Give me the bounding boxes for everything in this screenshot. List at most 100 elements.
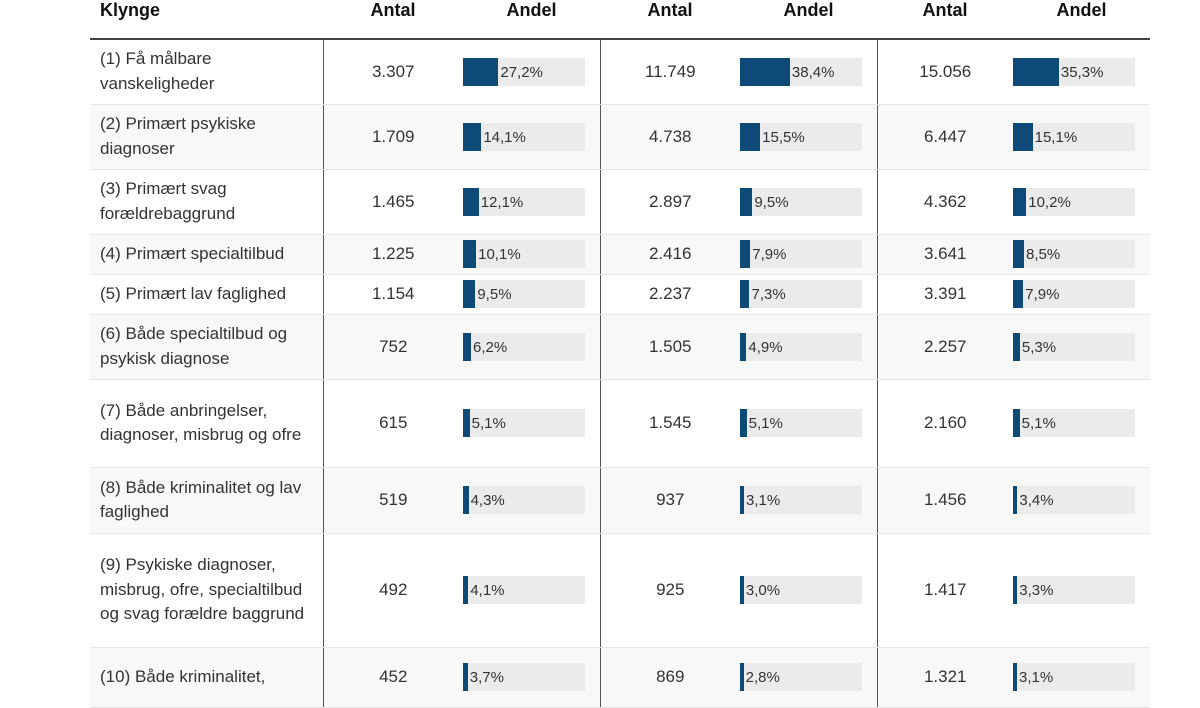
antal-value: 937 xyxy=(599,467,740,534)
andel-cell: 9,5% xyxy=(740,169,877,235)
table-row: (6) Både specialtilbud og psykisk diagno… xyxy=(90,314,1150,380)
cluster-label: (2) Primært psykiske diagnoser xyxy=(90,104,323,170)
antal-value: 3.307 xyxy=(322,39,463,105)
cluster-label: (4) Primært specialtilbud xyxy=(90,234,323,275)
andel-bar-track: 9,5% xyxy=(740,187,862,216)
andel-bar-track: 2,8% xyxy=(740,663,862,691)
andel-bar-track: 5,1% xyxy=(740,409,862,437)
antal-value: 1.154 xyxy=(322,274,463,315)
andel-label: 9,5% xyxy=(754,193,789,211)
andel-bar xyxy=(1013,576,1018,604)
table-row: (5) Primært lav faglighed 1.154 9,5% 2.237 7… xyxy=(90,274,1150,315)
andel-cell: 3,4% xyxy=(1013,467,1150,534)
andel-cell: 6,2% xyxy=(463,314,600,380)
column-header-antal: Antal xyxy=(600,0,740,40)
andel-cell: 9,5% xyxy=(463,274,600,315)
antal-value: 3.641 xyxy=(876,234,1013,275)
andel-bar-track: 10,2% xyxy=(1013,187,1135,216)
andel-bar xyxy=(740,332,747,361)
column-header-antal: Antal xyxy=(877,0,1013,40)
andel-bar-track: 3,1% xyxy=(740,486,862,514)
antal-value: 2.257 xyxy=(876,314,1013,380)
cluster-label: (5) Primært lav faglighed xyxy=(90,274,323,315)
andel-cell: 4,9% xyxy=(740,314,877,380)
andel-bar xyxy=(740,280,750,308)
andel-bar-track: 3,0% xyxy=(740,576,862,604)
andel-cell: 5,1% xyxy=(463,379,600,468)
andel-label: 38,4% xyxy=(791,63,835,81)
andel-bar xyxy=(463,332,472,361)
andel-bar xyxy=(740,240,751,268)
column-header-andel: Andel xyxy=(463,0,600,40)
andel-bar xyxy=(463,240,477,268)
andel-bar-track: 7,9% xyxy=(740,240,862,268)
antal-value: 1.709 xyxy=(322,104,463,170)
andel-cell: 3,0% xyxy=(740,533,877,648)
andel-bar xyxy=(1013,280,1024,308)
andel-label: 27,2% xyxy=(500,63,543,81)
column-header-antal: Antal xyxy=(323,0,463,40)
andel-bar-track: 4,3% xyxy=(463,486,585,514)
antal-value: 1.456 xyxy=(876,467,1013,534)
antal-value: 1.321 xyxy=(876,647,1013,708)
andel-bar-track: 6,2% xyxy=(463,332,585,361)
andel-bar-track: 35,3% xyxy=(1013,57,1135,86)
andel-cell: 8,5% xyxy=(1013,234,1150,275)
andel-cell: 5,1% xyxy=(740,379,877,468)
andel-bar xyxy=(740,57,790,86)
andel-label: 7,9% xyxy=(1025,286,1060,303)
andel-label: 15,5% xyxy=(762,128,805,146)
antal-value: 925 xyxy=(599,533,740,648)
andel-cell: 10,1% xyxy=(463,234,600,275)
andel-cell: 38,4% xyxy=(740,39,877,105)
andel-cell: 3,7% xyxy=(463,647,600,708)
andel-bar-track: 15,1% xyxy=(1013,122,1135,151)
table-row: (4) Primært specialtilbud 1.225 10,1% 2.416… xyxy=(90,234,1150,275)
andel-cell: 12,1% xyxy=(463,169,600,235)
andel-label: 3,7% xyxy=(469,669,504,686)
andel-bar xyxy=(1013,240,1025,268)
table-row: (7) Både anbringelser, diagnoser, misbru… xyxy=(90,379,1150,468)
andel-bar-track: 7,3% xyxy=(740,280,862,308)
column-header-klynge: Klynge xyxy=(90,0,323,40)
andel-bar-track: 12,1% xyxy=(463,187,585,216)
andel-cell: 5,3% xyxy=(1013,314,1150,380)
table-row: (8) Både kriminalitet og lav faglighed 51… xyxy=(90,467,1150,534)
antal-value: 1.545 xyxy=(599,379,740,468)
andel-bar xyxy=(740,486,745,514)
andel-label: 3,4% xyxy=(1019,492,1054,509)
andel-bar xyxy=(740,187,753,216)
antal-value: 4.362 xyxy=(876,169,1013,235)
cluster-label: (9) Psykiske diagnoser, misbrug, ofre, s… xyxy=(90,533,323,648)
antal-value: 615 xyxy=(322,379,463,468)
andel-bar xyxy=(463,486,469,514)
andel-bar xyxy=(463,409,470,437)
column-header-andel: Andel xyxy=(740,0,877,40)
andel-label: 3,0% xyxy=(745,582,781,599)
andel-bar xyxy=(1013,122,1033,151)
andel-bar xyxy=(463,576,469,604)
antal-value: 3.391 xyxy=(876,274,1013,315)
andel-bar xyxy=(1013,57,1059,86)
andel-cell: 7,9% xyxy=(1013,274,1150,315)
andel-label: 12,1% xyxy=(480,193,524,211)
antal-value: 519 xyxy=(322,467,463,534)
andel-label: 5,1% xyxy=(748,415,783,432)
antal-value: 4.738 xyxy=(599,104,740,170)
andel-label: 15,1% xyxy=(1034,128,1078,146)
andel-bar-track: 14,1% xyxy=(463,122,585,151)
andel-cell: 4,3% xyxy=(463,467,600,534)
andel-cell: 14,1% xyxy=(463,104,600,170)
andel-label: 4,3% xyxy=(470,492,505,509)
andel-cell: 2,8% xyxy=(740,647,877,708)
andel-label: 3,1% xyxy=(746,492,781,509)
andel-cell: 7,3% xyxy=(740,274,877,315)
table-row: (1) Få målbare vanskeligheder 3.307 27,2% 1… xyxy=(90,39,1150,105)
andel-bar-track: 15,5% xyxy=(740,122,862,151)
antal-value: 452 xyxy=(322,647,463,708)
andel-bar-track: 10,1% xyxy=(463,240,585,268)
andel-cell: 4,1% xyxy=(463,533,600,648)
antal-value: 1.225 xyxy=(322,234,463,275)
andel-label: 7,9% xyxy=(752,246,787,263)
cluster-label: (7) Både anbringelser, diagnoser, misbru… xyxy=(90,379,323,468)
